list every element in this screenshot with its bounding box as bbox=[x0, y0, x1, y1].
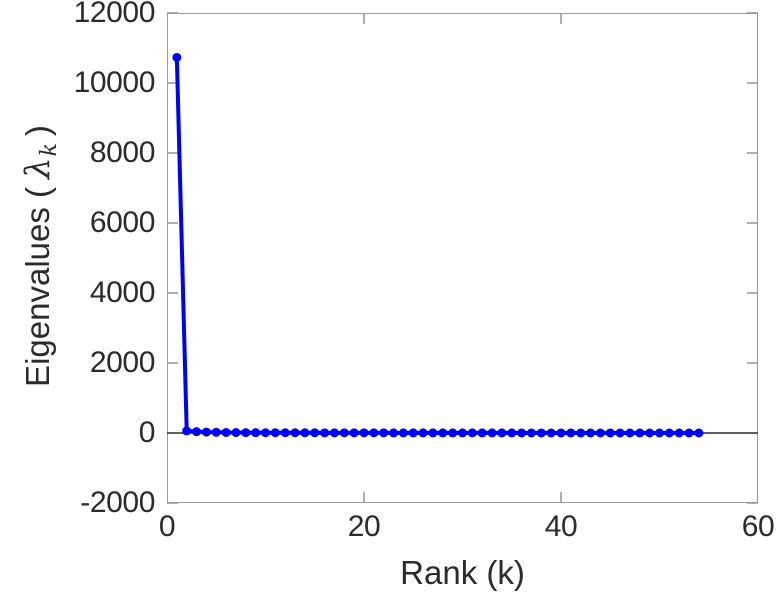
y-tick-label: -2000 bbox=[80, 486, 155, 519]
x-tick-label: 0 bbox=[158, 510, 176, 543]
y-axis-tick-labels: -2000 0 2000 4000 6000 8000 10000 12000 bbox=[0, 0, 156, 600]
x-tick-label: 40 bbox=[544, 510, 578, 543]
y-tick-label: 4000 bbox=[89, 276, 156, 309]
x-axis-title: Rank (k) bbox=[400, 554, 525, 591]
x-tick-label: 20 bbox=[347, 510, 381, 543]
plot-area bbox=[167, 13, 758, 503]
y-tick-label: 12000 bbox=[73, 0, 156, 29]
y-tick-label: 6000 bbox=[89, 206, 156, 239]
y-tick-label: 10000 bbox=[73, 66, 156, 99]
x-tick-label: 60 bbox=[741, 510, 775, 543]
y-tick-label: 8000 bbox=[89, 136, 156, 169]
y-tick-label: 2000 bbox=[89, 346, 156, 379]
y-tick-label: 0 bbox=[138, 416, 156, 449]
